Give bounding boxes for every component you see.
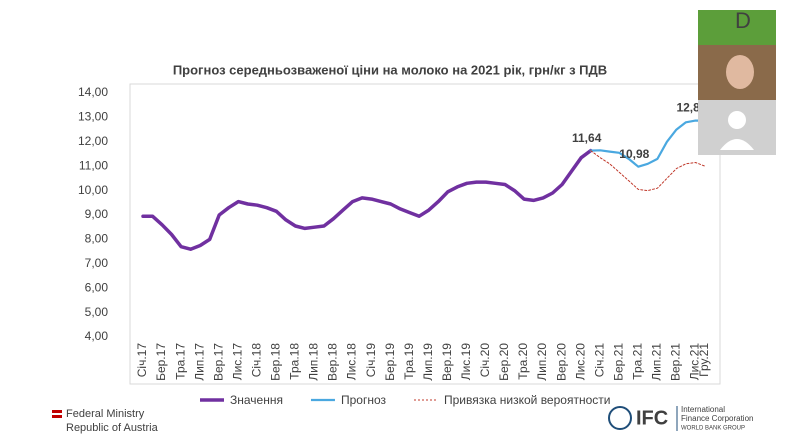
x-tick-label: Січ.20 bbox=[478, 343, 492, 378]
y-tick-label: 5,00 bbox=[85, 305, 109, 319]
participant-face bbox=[726, 55, 754, 89]
x-tick-label: Вер.18 bbox=[326, 343, 340, 381]
y-tick-label: 4,00 bbox=[85, 329, 109, 343]
x-tick-label: Лис.21 bbox=[688, 343, 702, 381]
y-tick-label: 11,00 bbox=[79, 158, 108, 172]
flag-stripe bbox=[52, 410, 62, 413]
y-tick-label: 10,00 bbox=[78, 183, 108, 197]
x-tick-label: Бер.21 bbox=[611, 343, 625, 381]
x-tick-label: Гру.21 bbox=[697, 343, 711, 377]
x-tick-label: Лип.18 bbox=[307, 343, 321, 381]
x-tick-label: Січ.17 bbox=[135, 343, 149, 378]
x-tick-label: Лис.18 bbox=[345, 343, 359, 381]
ifc-name: Finance Corporation bbox=[681, 414, 753, 423]
participant-initial: D bbox=[735, 8, 751, 33]
y-tick-label: 7,00 bbox=[85, 256, 109, 270]
x-tick-label: Вер.17 bbox=[211, 343, 225, 381]
y-tick-label: 9,00 bbox=[85, 207, 109, 221]
legend-label: Прогноз bbox=[341, 393, 387, 407]
y-tick-label: 8,00 bbox=[85, 232, 109, 246]
globe-icon bbox=[608, 406, 632, 430]
data-label: 10,98 bbox=[619, 147, 649, 161]
avatar-head bbox=[728, 111, 746, 129]
video-tile[interactable] bbox=[698, 10, 776, 45]
legend-label: Привязка низкой вероятности bbox=[444, 393, 610, 407]
footer-text: Federal Ministry bbox=[66, 408, 145, 420]
ifc-group: WORLD BANK GROUP bbox=[681, 426, 745, 432]
legend-label: Значення bbox=[230, 393, 283, 407]
x-tick-label: Січ.21 bbox=[592, 343, 606, 378]
x-tick-label: Вер.21 bbox=[669, 343, 683, 381]
x-tick-label: Вер.20 bbox=[554, 343, 568, 381]
plot: 4,00 5,00 6,00 7,00 8,00 9,00 10,00 11,00 12,00 1… bbox=[78, 85, 711, 407]
x-tick-label: Лис.19 bbox=[459, 343, 473, 381]
x-tick-label: Лис.20 bbox=[573, 343, 587, 381]
x-tick-label: Тра.18 bbox=[288, 343, 302, 380]
x-tick-label: Січ.18 bbox=[249, 343, 263, 378]
x-tick-label: Лис.17 bbox=[230, 343, 244, 381]
x-tick-label: Тра.20 bbox=[516, 343, 530, 380]
x-tick-label: Тра.17 bbox=[173, 343, 187, 380]
series-line bbox=[589, 119, 707, 168]
data-label: 11,64 bbox=[572, 131, 602, 145]
footer-text: Republic of Austria bbox=[66, 422, 159, 434]
x-tick-label: Бер.18 bbox=[269, 343, 283, 381]
x-tick-label: Тра.21 bbox=[630, 343, 644, 380]
y-tick-label: 13,00 bbox=[78, 110, 108, 124]
x-tick-label: Лип.21 bbox=[650, 343, 664, 381]
x-tick-label: Січ.19 bbox=[364, 343, 378, 378]
x-tick-label: Вер.19 bbox=[440, 343, 454, 381]
avatar-body bbox=[720, 139, 754, 150]
ifc-logo: IFC bbox=[636, 407, 668, 429]
x-tick-label: Лип.17 bbox=[192, 343, 206, 381]
x-tick-label: Лип.19 bbox=[421, 343, 435, 381]
x-tick-label: Бер.19 bbox=[383, 343, 397, 381]
x-tick-label: Тра.19 bbox=[402, 343, 416, 380]
y-tick-label: 6,00 bbox=[85, 280, 109, 294]
chart-title: Прогноз середньозваженої ціни на молоко … bbox=[173, 62, 607, 77]
x-tick-label: Лип.20 bbox=[535, 343, 549, 381]
ifc-name: International bbox=[681, 405, 725, 414]
y-tick-label: 14,00 bbox=[78, 85, 108, 99]
flag-stripe bbox=[52, 415, 62, 418]
x-tick-label: Бер.20 bbox=[497, 343, 511, 381]
chart-frame bbox=[129, 83, 721, 385]
series-line bbox=[141, 148, 593, 251]
x-tick-label: Бер.17 bbox=[154, 343, 168, 381]
y-tick-label: 12,00 bbox=[78, 134, 108, 148]
